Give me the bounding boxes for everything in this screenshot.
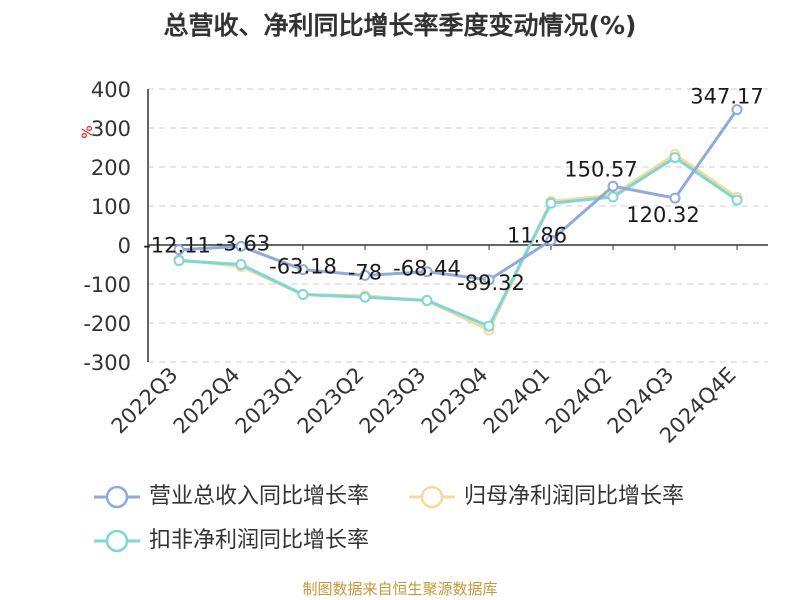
x-tick-label: 2023Q1 <box>231 363 307 439</box>
legend-label-net-profit: 归母净利润同比增长率 <box>464 484 685 509</box>
data-point-0 <box>669 192 681 204</box>
y-tick-label: 400 <box>91 78 131 102</box>
data-label: -12.11 <box>143 234 211 258</box>
data-point-2 <box>483 320 495 332</box>
x-tick-label: 2023Q3 <box>355 363 431 439</box>
x-tick-label: 2024Q1 <box>479 363 555 439</box>
data-point-2 <box>545 197 557 209</box>
y-tick-label: -300 <box>83 351 131 375</box>
data-point-2 <box>297 289 309 301</box>
data-point-0 <box>607 180 619 192</box>
series-lines <box>173 104 743 336</box>
data-point-0 <box>297 264 309 276</box>
data-label: -89.32 <box>457 271 525 295</box>
x-tick-label: 2024Q2 <box>541 363 617 439</box>
data-label: -68.44 <box>393 257 461 281</box>
data-source-note: 制图数据来自恒生聚源数据库 <box>302 580 498 598</box>
data-point-2 <box>607 191 619 203</box>
legend-label-revenue: 营业总收入同比增长率 <box>149 484 370 509</box>
data-point-2 <box>731 194 743 206</box>
data-point-0 <box>359 269 371 281</box>
data-labels: -12.11 -3.63-63.18 -78 -68.44-89.32 11.86 150… <box>143 85 764 295</box>
data-label: 150.57 <box>564 157 637 181</box>
x-tick-label: 2022Q4 <box>169 363 245 439</box>
data-label: -63.18 <box>269 255 337 279</box>
legend-marker-revenue <box>94 485 140 509</box>
legend-marker-deducted-profit <box>94 529 140 553</box>
legend-item-net-profit[interactable]: 归母净利润同比增长率 <box>407 478 684 511</box>
x-tick-label: 2023Q4 <box>417 363 493 439</box>
data-label: -78 <box>348 260 382 284</box>
legend-marker-net-profit <box>409 485 455 509</box>
series-line-0 <box>178 108 739 282</box>
data-point-0 <box>173 244 185 256</box>
y-tick-label: -100 <box>83 273 131 297</box>
legend-item-revenue[interactable]: 营业总收入同比增长率 <box>92 478 369 511</box>
data-point-0 <box>483 274 495 286</box>
data-label: 11.86 <box>507 223 567 247</box>
legend-item-deducted-profit[interactable]: 扣非净利润同比增长率 <box>92 522 369 555</box>
y-tick-label: 200 <box>91 156 131 180</box>
y-tick-label: 0 <box>118 234 131 258</box>
data-point-2 <box>235 259 247 270</box>
y-tick-label: 100 <box>91 195 131 219</box>
data-point-0 <box>421 266 433 278</box>
y-tick-label: 300 <box>91 117 131 141</box>
data-label: 120.32 <box>626 203 699 227</box>
data-point-2 <box>359 291 371 303</box>
chart-title: 总营收、净利同比增长率季度变动情况(%) <box>163 11 637 40</box>
data-point-0 <box>731 104 743 116</box>
data-label: 347.17 <box>690 85 763 109</box>
data-point-2 <box>669 152 681 164</box>
data-point-2 <box>421 294 433 306</box>
y-axis-label: % <box>80 125 96 138</box>
data-point-2 <box>173 255 185 267</box>
legend-label-deducted-profit: 扣非净利润同比增长率 <box>149 528 370 553</box>
series-line-2 <box>178 156 738 328</box>
y-tick-label: -200 <box>83 312 131 336</box>
data-point-0 <box>545 234 557 246</box>
data-point-0 <box>235 240 247 252</box>
data-label: -3.63 <box>216 231 270 255</box>
grid-lines <box>148 88 768 363</box>
x-tick-label: 2023Q2 <box>293 363 369 439</box>
